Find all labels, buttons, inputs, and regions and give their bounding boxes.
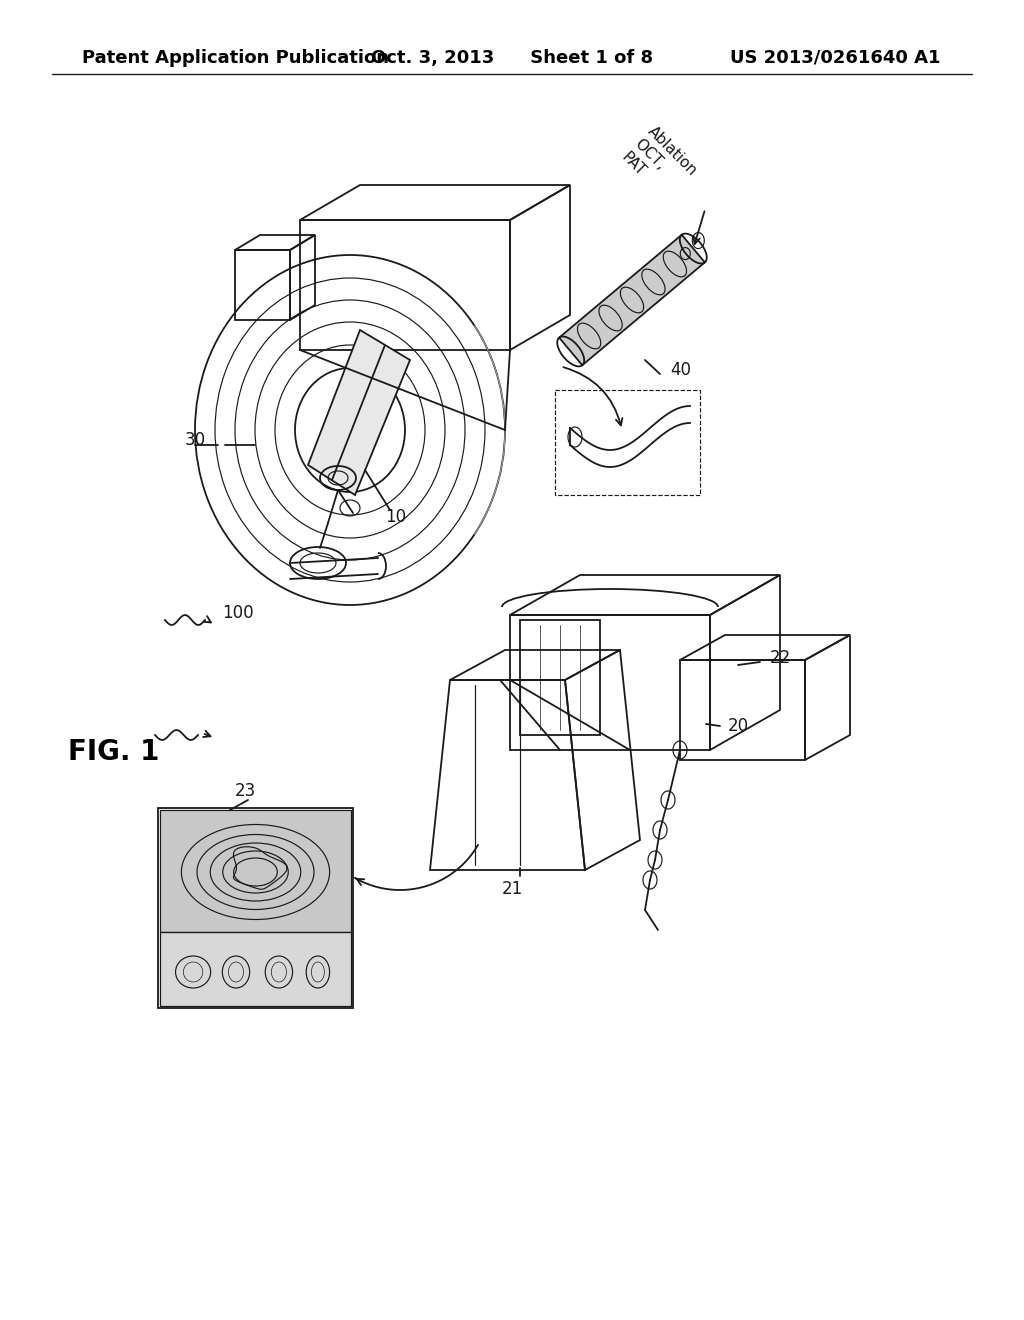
Text: 30: 30 — [185, 432, 206, 449]
Text: US 2013/0261640 A1: US 2013/0261640 A1 — [729, 49, 940, 67]
Text: 20: 20 — [728, 717, 750, 735]
Text: Ablation
OCT,
PAT: Ablation OCT, PAT — [618, 123, 699, 205]
Polygon shape — [308, 330, 410, 495]
Text: 10: 10 — [385, 508, 407, 525]
Text: 23: 23 — [234, 781, 256, 800]
Text: 21: 21 — [502, 880, 522, 898]
Text: 100: 100 — [222, 605, 254, 622]
Polygon shape — [160, 810, 351, 932]
Polygon shape — [160, 932, 351, 1006]
Text: FIG. 1: FIG. 1 — [68, 738, 160, 766]
Polygon shape — [559, 235, 705, 366]
Text: 40: 40 — [670, 360, 691, 379]
Text: Patent Application Publication: Patent Application Publication — [82, 49, 389, 67]
Polygon shape — [158, 808, 353, 1008]
Text: Oct. 3, 2013  Sheet 1 of 8: Oct. 3, 2013 Sheet 1 of 8 — [371, 49, 653, 67]
Text: 22: 22 — [770, 649, 792, 667]
Bar — [555, 389, 700, 495]
